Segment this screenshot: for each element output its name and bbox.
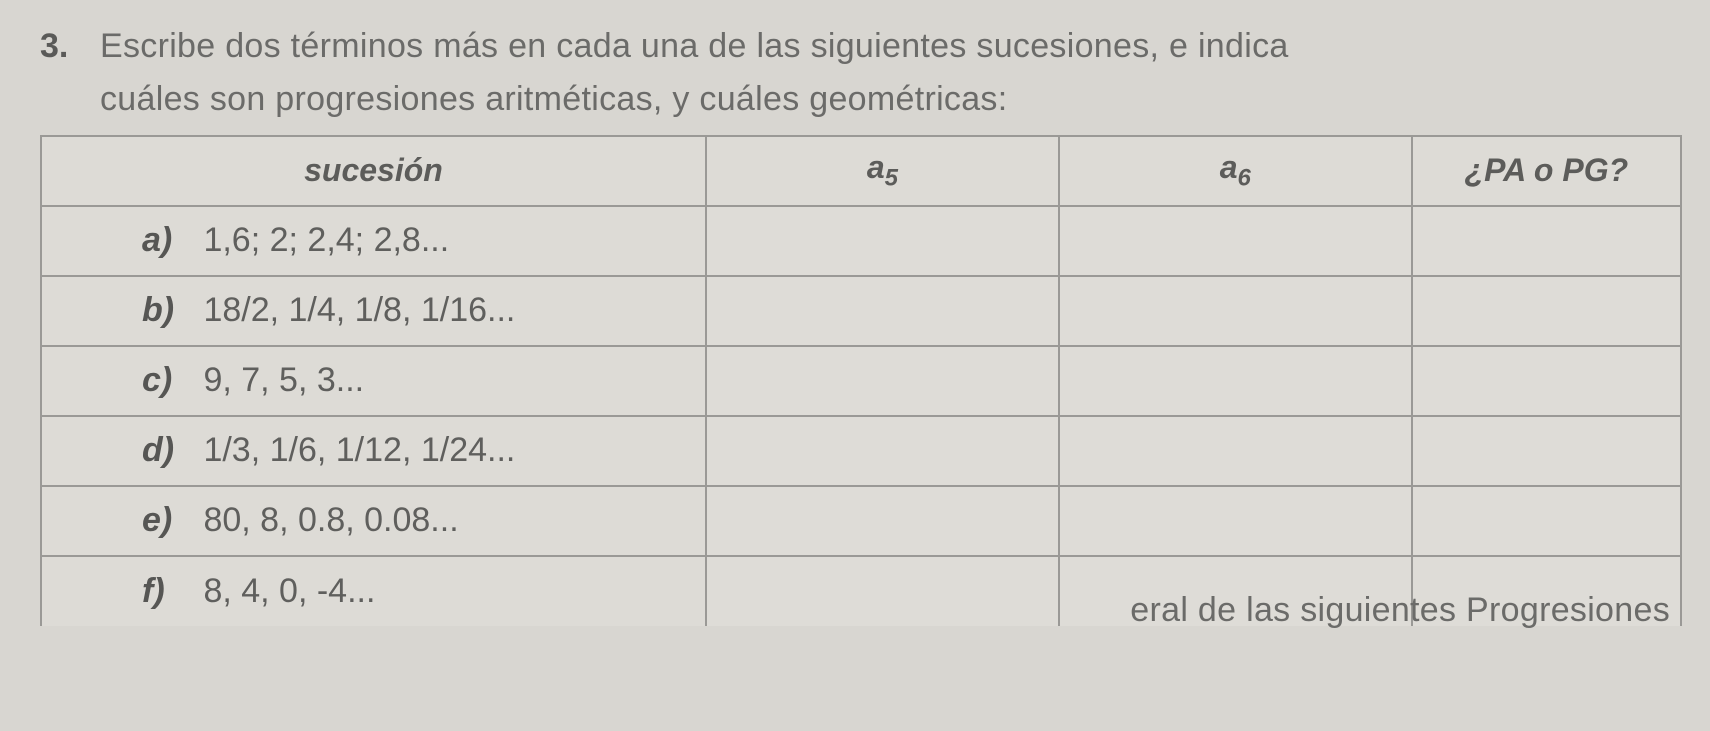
row-sequence: 80, 8, 0.8, 0.08...	[203, 501, 458, 539]
cell-a6[interactable]	[1059, 346, 1412, 416]
question-text-2: cuáles son progresiones aritméticas, y c…	[100, 75, 1682, 124]
row-label: e)	[142, 501, 188, 540]
row-label: a)	[142, 221, 188, 260]
row-sequence: 18/2, 1/4, 1/8, 1/16...	[203, 291, 515, 329]
seq-cell-d: d) 1/3, 1/6, 1/12, 1/24...	[41, 416, 706, 486]
seq-cell-f: f) 8, 4, 0, -4...	[41, 556, 706, 626]
trailing-cutoff-text: eral de las siguientes Progresiones	[1130, 591, 1670, 630]
cell-a5[interactable]	[706, 346, 1059, 416]
cell-papg[interactable]	[1412, 486, 1681, 556]
cell-a6[interactable]	[1059, 416, 1412, 486]
header-pa-pg: ¿PA o PG?	[1412, 136, 1681, 206]
row-sequence: 1,6; 2; 2,4; 2,8...	[203, 221, 449, 259]
row-sequence: 1/3, 1/6, 1/12, 1/24...	[203, 431, 515, 469]
question-line-1: 3. Escribe dos términos más en cada una …	[40, 22, 1682, 71]
sequence-table: sucesión a5 a6 ¿PA o PG? a) 1,6; 2; 2,4;…	[40, 135, 1682, 626]
row-sequence: 9, 7, 5, 3...	[203, 361, 364, 399]
row-label: c)	[142, 361, 188, 400]
cell-papg[interactable]	[1412, 206, 1681, 276]
header-a5: a5	[706, 136, 1059, 206]
cell-a6[interactable]	[1059, 206, 1412, 276]
table-row: d) 1/3, 1/6, 1/12, 1/24...	[41, 416, 1681, 486]
cell-a5[interactable]	[706, 206, 1059, 276]
seq-cell-c: c) 9, 7, 5, 3...	[41, 346, 706, 416]
header-a6-base: a	[1220, 149, 1238, 185]
cell-a5[interactable]	[706, 276, 1059, 346]
cell-papg[interactable]	[1412, 346, 1681, 416]
question-number: 3.	[40, 27, 76, 66]
table-header-row: sucesión a5 a6 ¿PA o PG?	[41, 136, 1681, 206]
seq-cell-a: a) 1,6; 2; 2,4; 2,8...	[41, 206, 706, 276]
cell-a6[interactable]	[1059, 276, 1412, 346]
row-label: d)	[142, 431, 188, 470]
table-row: a) 1,6; 2; 2,4; 2,8...	[41, 206, 1681, 276]
table-row: e) 80, 8, 0.8, 0.08...	[41, 486, 1681, 556]
table-row: c) 9, 7, 5, 3...	[41, 346, 1681, 416]
row-sequence: 8, 4, 0, -4...	[203, 572, 375, 610]
row-label: f)	[142, 572, 188, 611]
header-a5-base: a	[867, 149, 885, 185]
header-sucesion: sucesión	[41, 136, 706, 206]
row-label: b)	[142, 291, 188, 330]
header-a6-sub: 6	[1238, 164, 1251, 191]
header-a5-sub: 5	[885, 164, 898, 191]
worksheet-page: 3. Escribe dos términos más en cada una …	[0, 0, 1710, 626]
table-row: b) 18/2, 1/4, 1/8, 1/16...	[41, 276, 1681, 346]
cell-a5[interactable]	[706, 416, 1059, 486]
cell-papg[interactable]	[1412, 416, 1681, 486]
cell-a5[interactable]	[706, 486, 1059, 556]
seq-cell-b: b) 18/2, 1/4, 1/8, 1/16...	[41, 276, 706, 346]
cell-papg[interactable]	[1412, 276, 1681, 346]
cell-a5[interactable]	[706, 556, 1059, 626]
question-text-1: Escribe dos términos más en cada una de …	[100, 22, 1289, 71]
header-a6: a6	[1059, 136, 1412, 206]
seq-cell-e: e) 80, 8, 0.8, 0.08...	[41, 486, 706, 556]
cell-a6[interactable]	[1059, 486, 1412, 556]
